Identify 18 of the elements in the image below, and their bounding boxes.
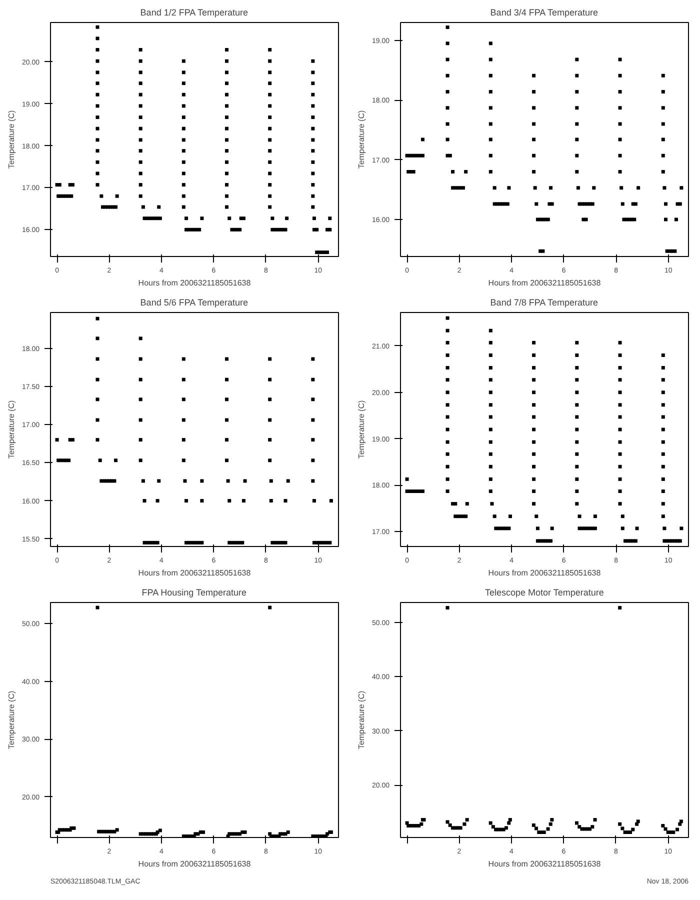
x-axis-title: Hours from 2006321185051638 xyxy=(138,860,252,868)
chart-title: Telescope Motor Temperature xyxy=(484,588,604,598)
y-axis-title: Temperature (C) xyxy=(356,110,366,169)
y-axis-title: Temperature (C) xyxy=(356,400,366,459)
x-axis-title: Hours from 2006321185051638 xyxy=(138,278,252,288)
y-axis-title: Temperature (C) xyxy=(6,110,16,169)
chart-title: FPA Housing Temperature xyxy=(142,588,247,598)
chart-title: Band 7/8 FPA Temperature xyxy=(490,298,598,308)
chart-title: Band 3/4 FPA Temperature xyxy=(490,8,598,18)
x-axis-title: Hours from 2006321185051638 xyxy=(488,568,602,578)
y-axis-title: Temperature (C) xyxy=(356,690,366,750)
x-axis-title: Hours from 2006321185051638 xyxy=(488,860,602,868)
chart-title: Band 5/6 FPA Temperature xyxy=(140,298,248,308)
y-axis-title: Temperature (C) xyxy=(6,690,16,750)
x-axis-title: Hours from 2006321185051638 xyxy=(488,278,602,288)
x-axis-title: Hours from 2006321185051638 xyxy=(138,568,252,578)
chart-title: Band 1/2 FPA Temperature xyxy=(140,8,248,18)
y-axis-title: Temperature (C) xyxy=(6,400,16,459)
